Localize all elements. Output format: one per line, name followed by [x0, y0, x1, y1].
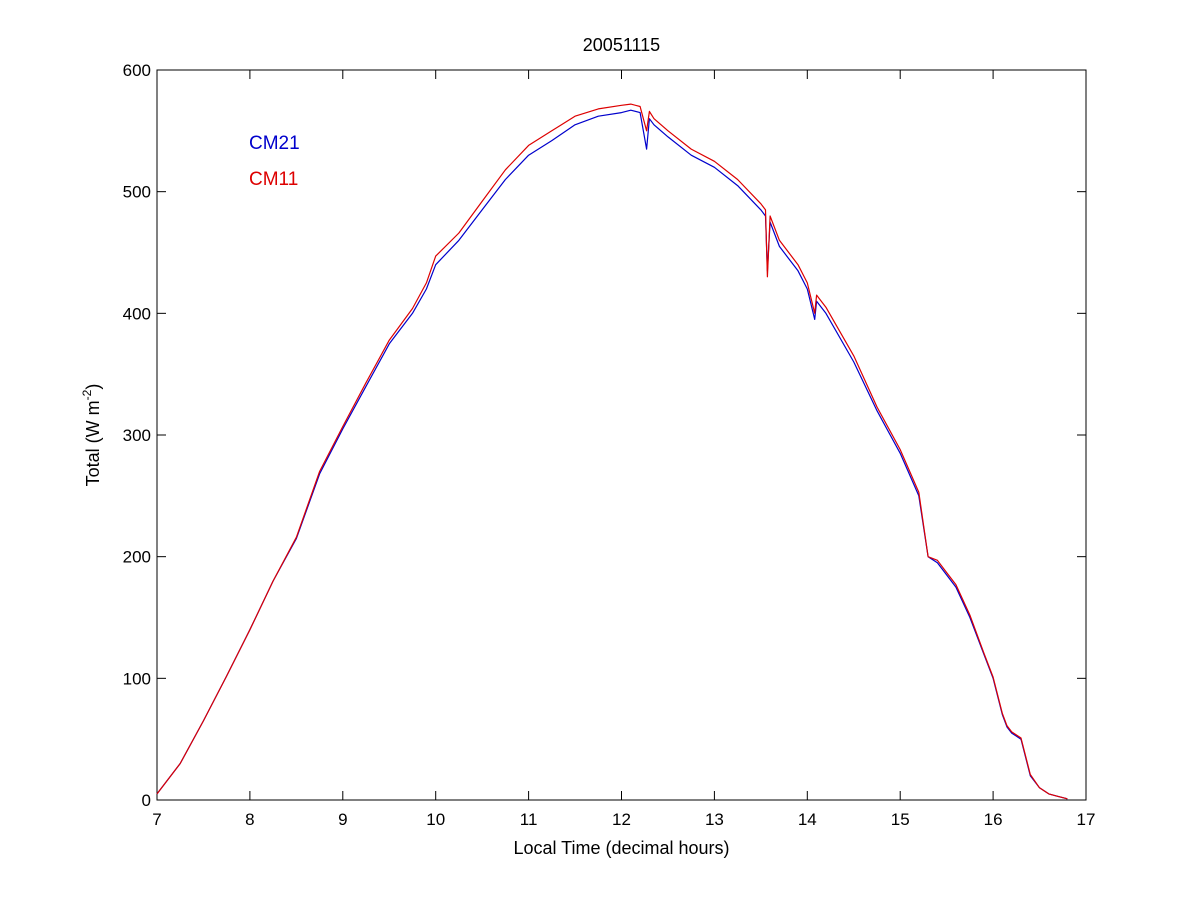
- y-tick-label: 300: [123, 426, 151, 445]
- x-tick-label: 17: [1077, 810, 1096, 829]
- y-tick-label: 500: [123, 183, 151, 202]
- y-axis-title-superscript: -2: [80, 389, 94, 400]
- x-axis-title: Local Time (decimal hours): [513, 838, 729, 858]
- x-tick-label: 8: [245, 810, 254, 829]
- x-axis: 7 8 9 10 11 12 13 14 15 16 17: [152, 70, 1095, 829]
- y-tick-label: 600: [123, 61, 151, 80]
- x-tick-label: 15: [891, 810, 910, 829]
- series-line-cm11: [156, 103, 1068, 800]
- y-axis: 0 100 200 300 400 500 600: [123, 61, 1086, 810]
- x-tick-label: 13: [705, 810, 724, 829]
- legend: CM21 CM11: [249, 133, 300, 190]
- legend-entry-cm11: CM11: [249, 169, 298, 190]
- x-tick-label: 16: [984, 810, 1003, 829]
- x-tick-label: 11: [520, 810, 538, 829]
- series-group: [156, 103, 1068, 800]
- x-tick-label: 7: [152, 810, 161, 829]
- x-tick-label: 9: [338, 810, 347, 829]
- x-tick-label: 12: [612, 810, 631, 829]
- legend-entry-cm21: CM21: [249, 133, 300, 154]
- y-tick-label: 200: [123, 548, 151, 567]
- y-tick-label: 400: [123, 304, 151, 323]
- plot-area: [156, 69, 1087, 801]
- y-tick-label: 0: [142, 791, 151, 810]
- x-tick-label: 10: [426, 810, 445, 829]
- x-tick-label: 14: [798, 810, 817, 829]
- chart-title: 20051115: [583, 35, 660, 55]
- y-tick-label: 100: [123, 669, 151, 688]
- y-axis-title: Total (W m-2): [80, 384, 103, 487]
- y-axis-title-close: ): [83, 384, 103, 390]
- y-axis-title-main: Total (W m: [83, 400, 103, 486]
